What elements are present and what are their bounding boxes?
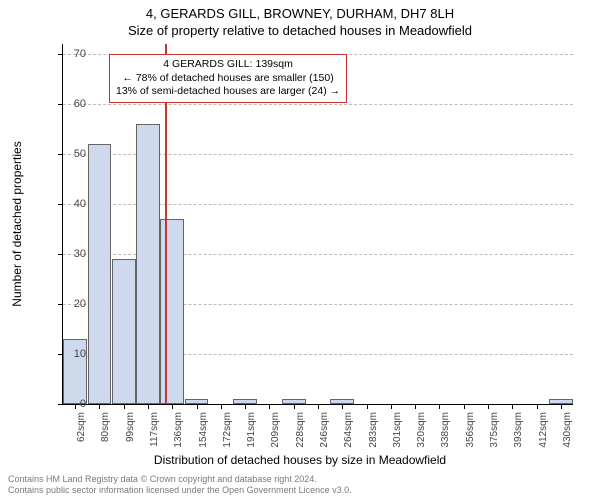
x-tick-mark bbox=[269, 404, 270, 409]
annotation-line2: ← 78% of detached houses are smaller (15… bbox=[116, 72, 340, 86]
footer-line2: Contains public sector information licen… bbox=[8, 485, 352, 496]
x-tick-label: 338sqm bbox=[440, 412, 451, 462]
x-tick-mark bbox=[464, 404, 465, 409]
x-tick-label: 99sqm bbox=[125, 412, 136, 462]
x-tick-mark bbox=[197, 404, 198, 409]
x-tick-mark bbox=[99, 404, 100, 409]
x-tick-label: 393sqm bbox=[513, 412, 524, 462]
x-tick-label: 154sqm bbox=[198, 412, 209, 462]
x-tick-mark bbox=[512, 404, 513, 409]
x-tick-label: 228sqm bbox=[295, 412, 306, 462]
x-tick-label: 246sqm bbox=[319, 412, 330, 462]
y-axis-label: Number of detached properties bbox=[10, 141, 24, 306]
x-tick-mark bbox=[439, 404, 440, 409]
y-tick-label: 0 bbox=[46, 398, 86, 410]
x-tick-label: 356sqm bbox=[465, 412, 476, 462]
x-tick-label: 209sqm bbox=[270, 412, 281, 462]
x-tick-mark bbox=[245, 404, 246, 409]
x-tick-label: 412sqm bbox=[538, 412, 549, 462]
x-tick-mark bbox=[294, 404, 295, 409]
plot-area: 4 GERARDS GILL: 139sqm ← 78% of detached… bbox=[62, 44, 573, 405]
x-tick-mark bbox=[148, 404, 149, 409]
x-tick-label: 117sqm bbox=[149, 412, 160, 462]
x-tick-mark bbox=[415, 404, 416, 409]
chart-container: 4, GERARDS GILL, BROWNEY, DURHAM, DH7 8L… bbox=[0, 0, 600, 500]
y-tick-label: 10 bbox=[46, 348, 86, 360]
x-tick-mark bbox=[221, 404, 222, 409]
x-tick-label: 264sqm bbox=[343, 412, 354, 462]
x-tick-mark bbox=[124, 404, 125, 409]
annotation-line3: 13% of semi-detached houses are larger (… bbox=[116, 85, 340, 99]
bar bbox=[160, 219, 184, 404]
x-tick-mark bbox=[172, 404, 173, 409]
y-tick-label: 50 bbox=[46, 148, 86, 160]
y-tick-label: 20 bbox=[46, 298, 86, 310]
title-main: 4, GERARDS GILL, BROWNEY, DURHAM, DH7 8L… bbox=[0, 6, 600, 21]
x-tick-mark bbox=[561, 404, 562, 409]
grid-line bbox=[63, 104, 573, 105]
x-tick-label: 430sqm bbox=[562, 412, 573, 462]
x-tick-label: 301sqm bbox=[392, 412, 403, 462]
x-tick-mark bbox=[367, 404, 368, 409]
x-tick-label: 320sqm bbox=[416, 412, 427, 462]
x-tick-mark bbox=[318, 404, 319, 409]
y-tick-label: 60 bbox=[46, 98, 86, 110]
x-tick-label: 136sqm bbox=[173, 412, 184, 462]
x-tick-mark bbox=[342, 404, 343, 409]
x-tick-label: 283sqm bbox=[368, 412, 379, 462]
footer-line1: Contains HM Land Registry data © Crown c… bbox=[8, 474, 352, 485]
annotation-box: 4 GERARDS GILL: 139sqm ← 78% of detached… bbox=[109, 54, 347, 103]
x-tick-label: 375sqm bbox=[489, 412, 500, 462]
annotation-line1: 4 GERARDS GILL: 139sqm bbox=[116, 58, 340, 72]
y-tick-label: 30 bbox=[46, 248, 86, 260]
x-tick-mark bbox=[537, 404, 538, 409]
title-sub: Size of property relative to detached ho… bbox=[0, 23, 600, 38]
x-tick-mark bbox=[391, 404, 392, 409]
x-tick-label: 62sqm bbox=[76, 412, 87, 462]
x-tick-label: 191sqm bbox=[246, 412, 257, 462]
bar bbox=[112, 259, 136, 404]
bar bbox=[136, 124, 160, 404]
footer: Contains HM Land Registry data © Crown c… bbox=[8, 474, 352, 496]
y-tick-label: 40 bbox=[46, 198, 86, 210]
y-tick-label: 70 bbox=[46, 48, 86, 60]
x-tick-mark bbox=[488, 404, 489, 409]
bar bbox=[88, 144, 112, 404]
x-tick-label: 80sqm bbox=[100, 412, 111, 462]
x-tick-label: 172sqm bbox=[222, 412, 233, 462]
